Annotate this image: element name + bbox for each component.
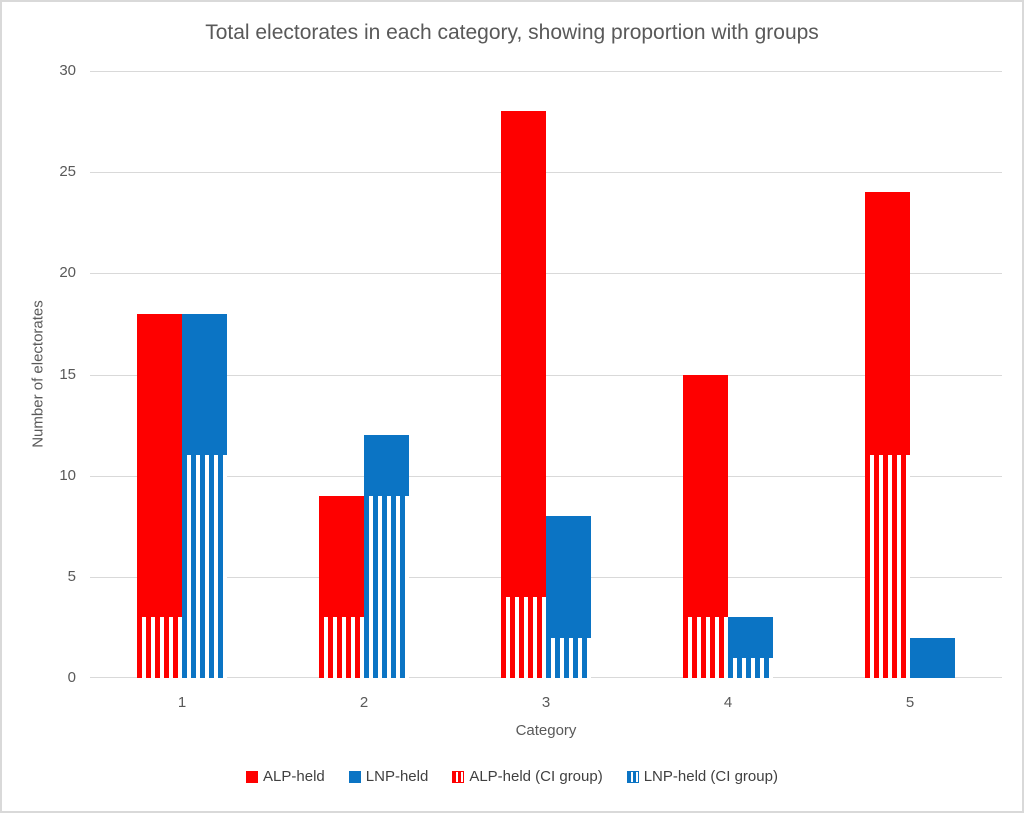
plot-area (90, 71, 1002, 678)
legend-marker-lnp-held-ci-group (626, 770, 639, 783)
legend-marker-alp-held (246, 770, 259, 783)
bar-lnp-held-cat-2 (364, 435, 409, 678)
legend-item-alp-held-ci-group: ALP-held (CI group) (452, 768, 603, 785)
gridline-30 (90, 71, 1002, 72)
bar-lnp-held-ci-group-cat-3 (546, 637, 591, 678)
bar-lnp-held-cat-1 (182, 313, 227, 678)
legend-label-lnp-held: LNP-held (365, 768, 429, 785)
legend: ALP-held LNP-held ALP-held (CI group) LNP-h… (2, 768, 1022, 785)
y-tick-label-25: 25 (59, 163, 76, 181)
bar-alp-held-ci-group-cat-4 (683, 617, 728, 678)
x-tick-label-4: 4 (723, 694, 733, 711)
gridline-10 (90, 475, 1002, 477)
legend-label-alp-held-ci-group: ALP-held (CI group) (469, 768, 603, 785)
gridline-15 (90, 374, 1002, 376)
bar-lnp-held-ci-group-cat-4 (728, 657, 773, 678)
bar-alp-held-ci-group-cat-3 (501, 597, 546, 678)
y-tick-label-15: 15 (59, 365, 76, 383)
bar-alp-held-ci-group-cat-5 (865, 455, 910, 678)
bar-alp-held-cat-2 (319, 495, 364, 678)
bar-alp-held-cat-1 (137, 313, 182, 678)
x-axis-title: Category (515, 722, 577, 739)
bar-alp-held-cat-3 (501, 111, 546, 678)
y-tick-label-30: 30 (59, 62, 76, 79)
bar-lnp-held-ci-group-cat-1 (182, 455, 227, 678)
x-tick-label-5: 5 (905, 694, 915, 711)
bar-lnp-held-cat-5 (910, 637, 955, 678)
y-tick-label-0: 0 (67, 669, 76, 686)
y-tick-label-5: 5 (67, 567, 76, 585)
bar-alp-held-cat-4 (683, 374, 728, 678)
bar-lnp-held-ci-group-cat-2 (364, 495, 409, 678)
legend-item-lnp-held: LNP-held (348, 768, 429, 785)
bar-alp-held-ci-group-cat-2 (319, 617, 364, 678)
legend-item-alp-held: ALP-held (246, 768, 325, 785)
bar-alp-held-ci-group-cat-1 (137, 617, 182, 678)
gridline-25 (90, 172, 1002, 174)
chart-title: Total electorates in each category, show… (205, 21, 819, 44)
x-tick-label-3: 3 (541, 694, 551, 711)
bar-lnp-held-cat-4 (728, 617, 773, 678)
legend-marker-alp-held-ci-group (452, 770, 465, 783)
bar-alp-held-cat-5 (865, 192, 910, 678)
gridline-20 (90, 273, 1002, 275)
y-tick-label-10: 10 (59, 466, 76, 484)
legend-label-alp-held: ALP-held (263, 768, 325, 785)
x-tick-label-1: 1 (177, 694, 187, 711)
bar-lnp-held-cat-3 (546, 516, 591, 678)
legend-label-lnp-held-ci-group: LNP-held (CI group) (643, 768, 778, 785)
legend-marker-lnp-held (348, 770, 361, 783)
legend-item-lnp-held-ci-group: LNP-held (CI group) (626, 768, 778, 785)
y-tick-label-20: 20 (59, 264, 76, 282)
x-tick-label-2: 2 (359, 694, 369, 711)
